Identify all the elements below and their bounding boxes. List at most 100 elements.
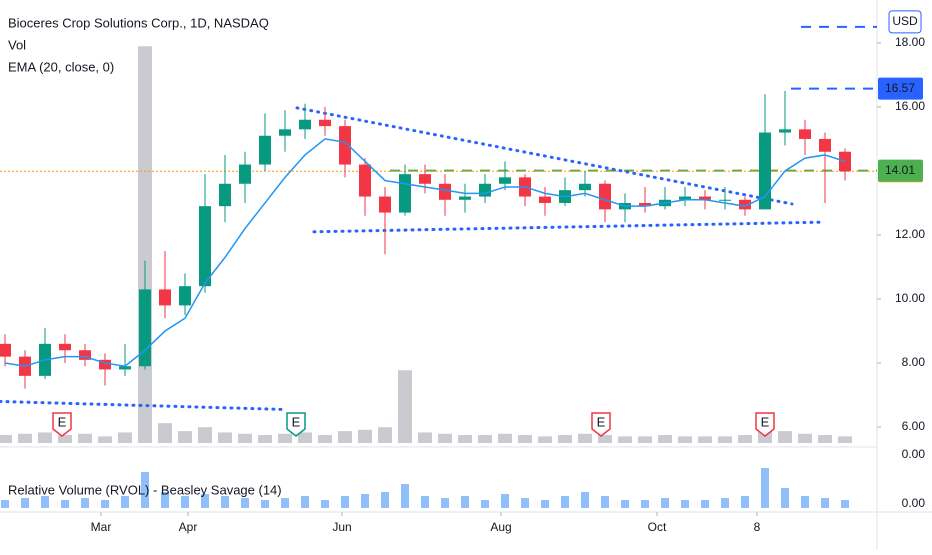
earnings-marker [591, 412, 611, 437]
candle-body [0, 343, 11, 357]
currency-label: USD [892, 14, 918, 28]
volume-bar [818, 435, 832, 443]
candle-body [219, 183, 231, 207]
currency-bg [888, 10, 922, 34]
price-label: 14.01 [885, 163, 915, 177]
volume-bar [178, 431, 192, 443]
volume-bar [278, 433, 292, 443]
rvol-bar [181, 496, 189, 508]
volume-bar [398, 370, 412, 443]
rvol-bar [61, 500, 69, 508]
rvol-bar [821, 498, 829, 508]
candle-body [579, 183, 591, 191]
volume-bar [258, 435, 272, 443]
volume-bar [358, 429, 372, 443]
candle-body [139, 289, 151, 367]
rvol-bar [781, 488, 789, 508]
rvol-bar [701, 500, 709, 508]
y-tick-label: 10.00 [895, 291, 925, 305]
volume-bar [778, 431, 792, 443]
x-tick-label: Apr [179, 520, 198, 534]
rvol-bar [681, 500, 689, 508]
candle-body [199, 206, 211, 287]
candle-body [599, 183, 611, 210]
rvol-bar [801, 496, 809, 508]
candle-body [399, 174, 411, 213]
rvol-bar [601, 496, 609, 508]
candle-body [119, 366, 131, 370]
rvol-bar [381, 492, 389, 508]
volume-bar [838, 436, 852, 443]
price-label-bg [878, 77, 923, 100]
price-label-bg [878, 159, 923, 182]
x-tick-label: Oct [648, 520, 667, 534]
rvol-bar [41, 496, 49, 508]
volume-bar [458, 435, 472, 443]
candle-body [539, 196, 551, 203]
x-tick-label: Jun [332, 520, 351, 534]
rvol-bar [201, 494, 209, 508]
volume-bar [138, 46, 152, 444]
rvol-bar [81, 498, 89, 508]
rvol-bar [1, 500, 9, 508]
candle-body [259, 135, 271, 165]
trendline [295, 106, 794, 206]
volume-bar [298, 432, 312, 443]
volume-bar [718, 436, 732, 443]
rvol-bar [101, 500, 109, 508]
trendline [0, 399, 287, 411]
rvol-bar [121, 496, 129, 508]
candle-body [179, 286, 191, 306]
y-tick-label: 18.00 [895, 35, 925, 49]
volume-bar [518, 435, 532, 443]
earnings-marker [286, 412, 306, 437]
volume-bar [738, 435, 752, 443]
rvol-bar [461, 496, 469, 508]
earnings-label: E [761, 414, 770, 429]
rvol-bar [141, 472, 149, 508]
rvol-bar [221, 496, 229, 508]
volume-bar [118, 432, 132, 443]
candle-body [319, 119, 331, 127]
volume-bar [198, 427, 212, 443]
volume-bar [698, 436, 712, 443]
candle-body [759, 132, 771, 210]
candle-body [679, 196, 691, 200]
y-tick-label: 0.00 [902, 496, 926, 510]
candle-body [479, 183, 491, 197]
rvol-bar [641, 500, 649, 508]
rvol-bar [521, 498, 529, 508]
y-tick-label: 16.00 [895, 99, 925, 113]
rvol-bar [621, 500, 629, 508]
rvol-bar [541, 500, 549, 508]
rvol-bar [581, 492, 589, 508]
rvol-bar [301, 496, 309, 508]
candle-body [819, 138, 831, 152]
candle-body [339, 126, 351, 165]
volume-bar [598, 435, 612, 443]
rvol-bar [741, 496, 749, 508]
ema-line [4, 138, 846, 368]
volume-bar [618, 436, 632, 443]
ema-label: EMA (20, close, 0) [8, 59, 114, 74]
volume-bar [798, 433, 812, 443]
rvol-bar [281, 498, 289, 508]
rvol-bar [21, 498, 29, 508]
earnings-marker [755, 412, 775, 437]
y-tick-label: 6.00 [902, 419, 926, 433]
candle-body [739, 199, 751, 210]
rvol-bar [721, 498, 729, 508]
candle-body [419, 174, 431, 184]
volume-bar [578, 433, 592, 443]
rvol-bar [401, 484, 409, 508]
rvol-bar [361, 494, 369, 508]
x-tick-label: Mar [91, 520, 112, 534]
candle-body [799, 129, 811, 139]
rvol-label: Relative Volume (RVOL) - Beasley Savage … [8, 482, 282, 497]
candle-body [639, 202, 651, 207]
candle-body [299, 119, 311, 130]
candle-body [699, 196, 711, 200]
volume-bar [558, 435, 572, 443]
candle-body [359, 164, 371, 197]
